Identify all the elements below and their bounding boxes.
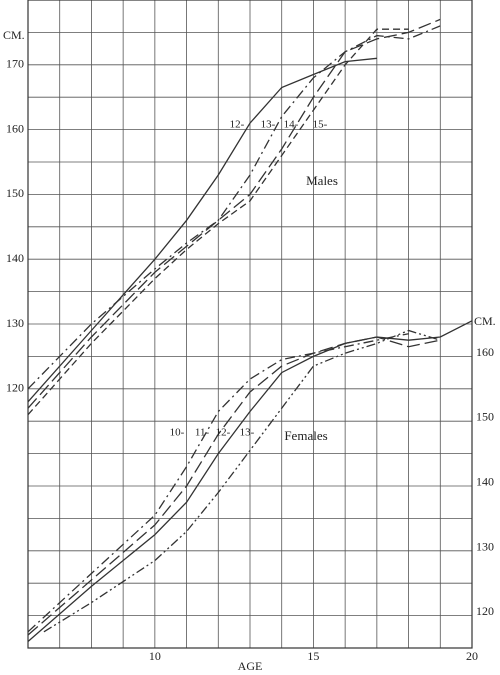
y-axis-label: CM.: [3, 28, 25, 42]
y2-tick-label: 160: [476, 345, 494, 359]
curve-label: 11-: [195, 427, 210, 439]
growth-curve: [27, 320, 473, 642]
x-tick-label: 15: [307, 649, 319, 663]
growth-curve: [27, 57, 377, 403]
growth-curve: [27, 336, 441, 636]
growth-curve: [27, 18, 441, 409]
y-tick-label: 170: [6, 57, 24, 71]
annotation: Females: [284, 428, 327, 443]
y-tick-label: 140: [6, 251, 24, 265]
curve-label: 10-: [170, 427, 185, 439]
curve-label: 14-: [284, 119, 299, 131]
growth-curve: [43, 329, 441, 633]
y2-tick-label: 130: [476, 539, 494, 553]
plot-frame: [27, 0, 473, 649]
curve-label: 12-: [216, 427, 231, 439]
y2-axis-label: CM.: [474, 314, 496, 328]
x-axis-label: AGE: [238, 659, 263, 673]
curve-label: 12-: [230, 119, 245, 131]
growth-curve: [27, 28, 409, 416]
curve-label: 13-: [240, 427, 255, 439]
x-tick-label: 10: [149, 649, 161, 663]
growth-curve: [27, 333, 409, 633]
curve-label: 15-: [313, 119, 328, 131]
y2-tick-label: 120: [476, 604, 494, 618]
curve-label: 13-: [261, 119, 276, 131]
y2-tick-label: 140: [476, 475, 494, 489]
x-tick-label: 20: [466, 649, 478, 663]
y-tick-label: 160: [6, 121, 24, 135]
y2-tick-label: 150: [476, 410, 494, 424]
annotation: Males: [306, 173, 338, 188]
y-tick-label: 150: [6, 186, 24, 200]
y-tick-label: 130: [6, 316, 24, 330]
growth-curve: [27, 25, 441, 390]
y-tick-label: 120: [6, 381, 24, 395]
